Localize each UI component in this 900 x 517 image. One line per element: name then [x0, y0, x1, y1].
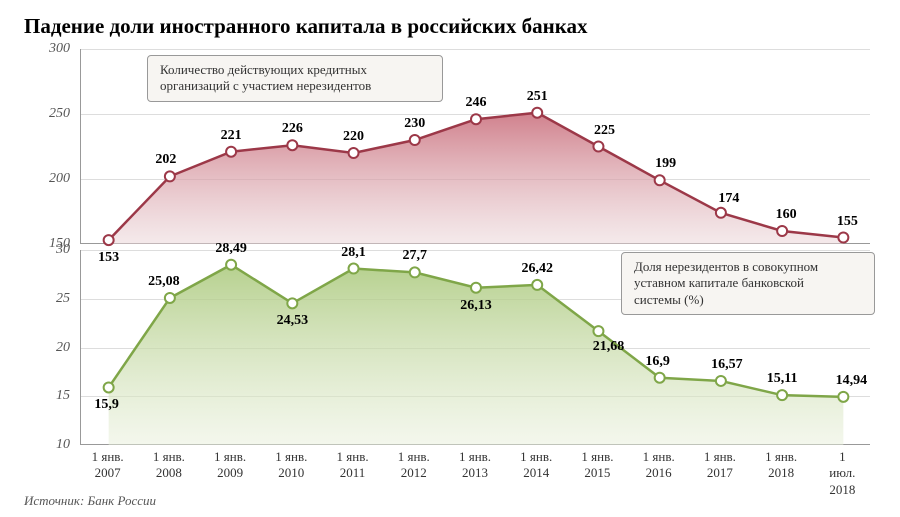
data-point-marker: [716, 208, 726, 218]
data-value-label: 251: [527, 89, 548, 105]
data-point-marker: [104, 382, 114, 392]
x-tick-label: 1 янв. 2012: [398, 449, 430, 482]
y-tick-label: 25: [56, 291, 70, 307]
data-value-label: 226: [282, 121, 303, 137]
x-tick-label: 1 янв. 2013: [459, 449, 491, 482]
data-point-marker: [838, 392, 848, 402]
data-point-marker: [838, 233, 848, 243]
data-point-marker: [226, 147, 236, 157]
top-y-axis: 150200250300: [24, 49, 76, 244]
x-tick-label: 1 янв. 2009: [214, 449, 246, 482]
data-value-label: 225: [594, 123, 615, 139]
data-point-marker: [165, 171, 175, 181]
data-point-marker: [287, 140, 297, 150]
data-value-label: 28,1: [341, 245, 366, 261]
data-value-label: 26,42: [521, 261, 553, 277]
top-legend-box: Количество действующих кредитных организ…: [147, 55, 443, 102]
data-value-label: 174: [718, 191, 739, 207]
bottom-chart: 1015202530 Доля нерезидентов в совокупно…: [24, 250, 874, 445]
data-point-marker: [287, 298, 297, 308]
x-tick-label: 1 янв. 2014: [520, 449, 552, 482]
data-value-label: 230: [404, 116, 425, 132]
data-point-marker: [716, 376, 726, 386]
x-tick-label: 1 июл. 2018: [827, 449, 859, 498]
top-plot-area: Количество действующих кредитных организ…: [80, 49, 870, 244]
x-tick-label: 1 янв. 2010: [275, 449, 307, 482]
x-tick-label: 1 янв. 2011: [337, 449, 369, 482]
data-point-marker: [104, 235, 114, 245]
x-tick-label: 1 янв. 2018: [765, 449, 797, 482]
x-tick-label: 1 янв. 2016: [643, 449, 675, 482]
data-value-label: 246: [466, 95, 487, 111]
data-point-marker: [349, 148, 359, 158]
x-tick-label: 1 янв. 2008: [153, 449, 185, 482]
data-value-label: 16,9: [645, 354, 670, 370]
data-value-label: 16,57: [711, 357, 743, 373]
data-value-label: 220: [343, 129, 364, 145]
data-point-marker: [593, 142, 603, 152]
data-point-marker: [655, 175, 665, 185]
data-value-label: 202: [155, 152, 176, 168]
y-tick-label: 15: [56, 388, 70, 404]
data-value-label: 25,08: [148, 274, 180, 290]
y-tick-label: 20: [56, 340, 70, 356]
data-point-marker: [349, 264, 359, 274]
data-point-marker: [165, 293, 175, 303]
bottom-plot-area: Доля нерезидентов в совокупном уставном …: [80, 250, 870, 445]
data-value-label: 14,94: [836, 373, 868, 389]
data-value-label: 27,7: [403, 248, 428, 264]
data-point-marker: [471, 283, 481, 293]
y-tick-label: 30: [56, 242, 70, 258]
data-value-label: 26,13: [460, 298, 492, 314]
data-value-label: 24,53: [277, 313, 309, 329]
chart-title: Падение доли иностранного капитала в рос…: [24, 14, 876, 39]
data-value-label: 199: [655, 156, 676, 172]
data-point-marker: [410, 267, 420, 277]
x-tick-label: 1 янв. 2017: [704, 449, 736, 482]
chart-area-fill: [109, 113, 844, 244]
data-point-marker: [777, 390, 787, 400]
data-value-label: 28,49: [215, 241, 247, 257]
data-point-marker: [593, 326, 603, 336]
data-value-label: 15,11: [767, 371, 798, 387]
y-tick-label: 250: [49, 106, 70, 122]
top-chart: 150200250300 Количество действующих кред…: [24, 49, 874, 244]
data-point-marker: [410, 135, 420, 145]
bottom-legend-box: Доля нерезидентов в совокупном уставном …: [621, 252, 875, 315]
data-value-label: 15,9: [94, 397, 119, 413]
data-point-marker: [655, 373, 665, 383]
y-tick-label: 300: [49, 41, 70, 57]
data-point-marker: [226, 260, 236, 270]
data-point-marker: [532, 108, 542, 118]
data-point-marker: [471, 114, 481, 124]
data-value-label: 221: [221, 128, 242, 144]
data-point-marker: [532, 280, 542, 290]
x-axis-labels: 1 янв. 2007 1 янв. 2008 1 янв. 2009 1 янв. …: [24, 449, 874, 483]
data-value-label: 160: [776, 207, 797, 223]
data-value-label: 21,68: [593, 339, 625, 355]
x-tick-label: 1 янв. 2007: [92, 449, 124, 482]
y-tick-label: 200: [49, 171, 70, 187]
bottom-y-axis: 1015202530: [24, 250, 76, 445]
data-point-marker: [777, 226, 787, 236]
x-tick-label: 1 янв. 2015: [581, 449, 613, 482]
data-value-label: 155: [837, 214, 858, 230]
